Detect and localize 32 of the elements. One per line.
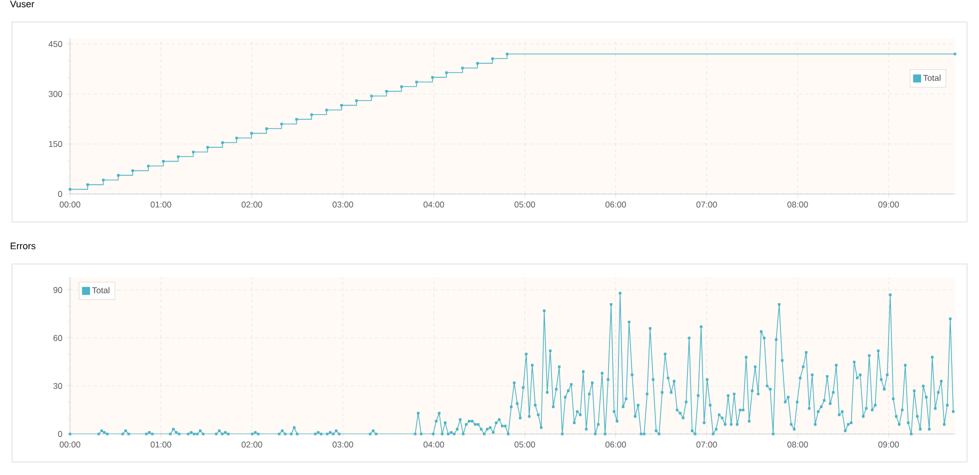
y-tick-label: 300: [48, 91, 62, 97]
y-tick-label: 30: [53, 383, 62, 389]
x-tick-label: 07:00: [696, 442, 717, 448]
x-tick-label: 04:00: [424, 202, 444, 208]
y-tick-label: 0: [58, 431, 62, 437]
x-tick-label: 06:00: [605, 202, 626, 208]
x-tick-label: 01:00: [150, 202, 172, 208]
x-tick-label: 03:00: [332, 202, 354, 208]
x-tick-label: 00:00: [60, 202, 80, 208]
y-tick-label: 60: [54, 335, 62, 341]
y-tick-label: 0: [58, 191, 62, 197]
chart-title: Vuser: [10, 0, 34, 8]
x-tick-label: 01:00: [150, 442, 172, 448]
x-tick-label: 02:00: [242, 202, 262, 208]
y-tick-label: 150: [48, 141, 62, 147]
x-tick-label: 09:00: [878, 202, 899, 208]
x-tick-label: 02:00: [242, 442, 262, 448]
y-tick-label: 90: [53, 287, 62, 293]
y-tick-label: 450: [48, 41, 62, 47]
x-tick-label: 09:00: [878, 442, 899, 448]
legend-label: Total: [923, 74, 940, 81]
x-tick-label: 03:00: [332, 442, 354, 448]
x-tick-label: 08:00: [787, 442, 808, 448]
x-tick-label: 05:00: [514, 202, 536, 208]
x-tick-label: 08:00: [787, 202, 808, 208]
x-tick-label: 05:00: [514, 442, 536, 448]
x-tick-label: 07:00: [696, 202, 717, 208]
chart-title: Errors: [10, 242, 36, 250]
legend-label: Total: [92, 287, 110, 294]
x-tick-label: 00:00: [60, 442, 80, 448]
x-tick-label: 06:00: [605, 442, 626, 448]
x-tick-label: 04:00: [424, 442, 444, 448]
